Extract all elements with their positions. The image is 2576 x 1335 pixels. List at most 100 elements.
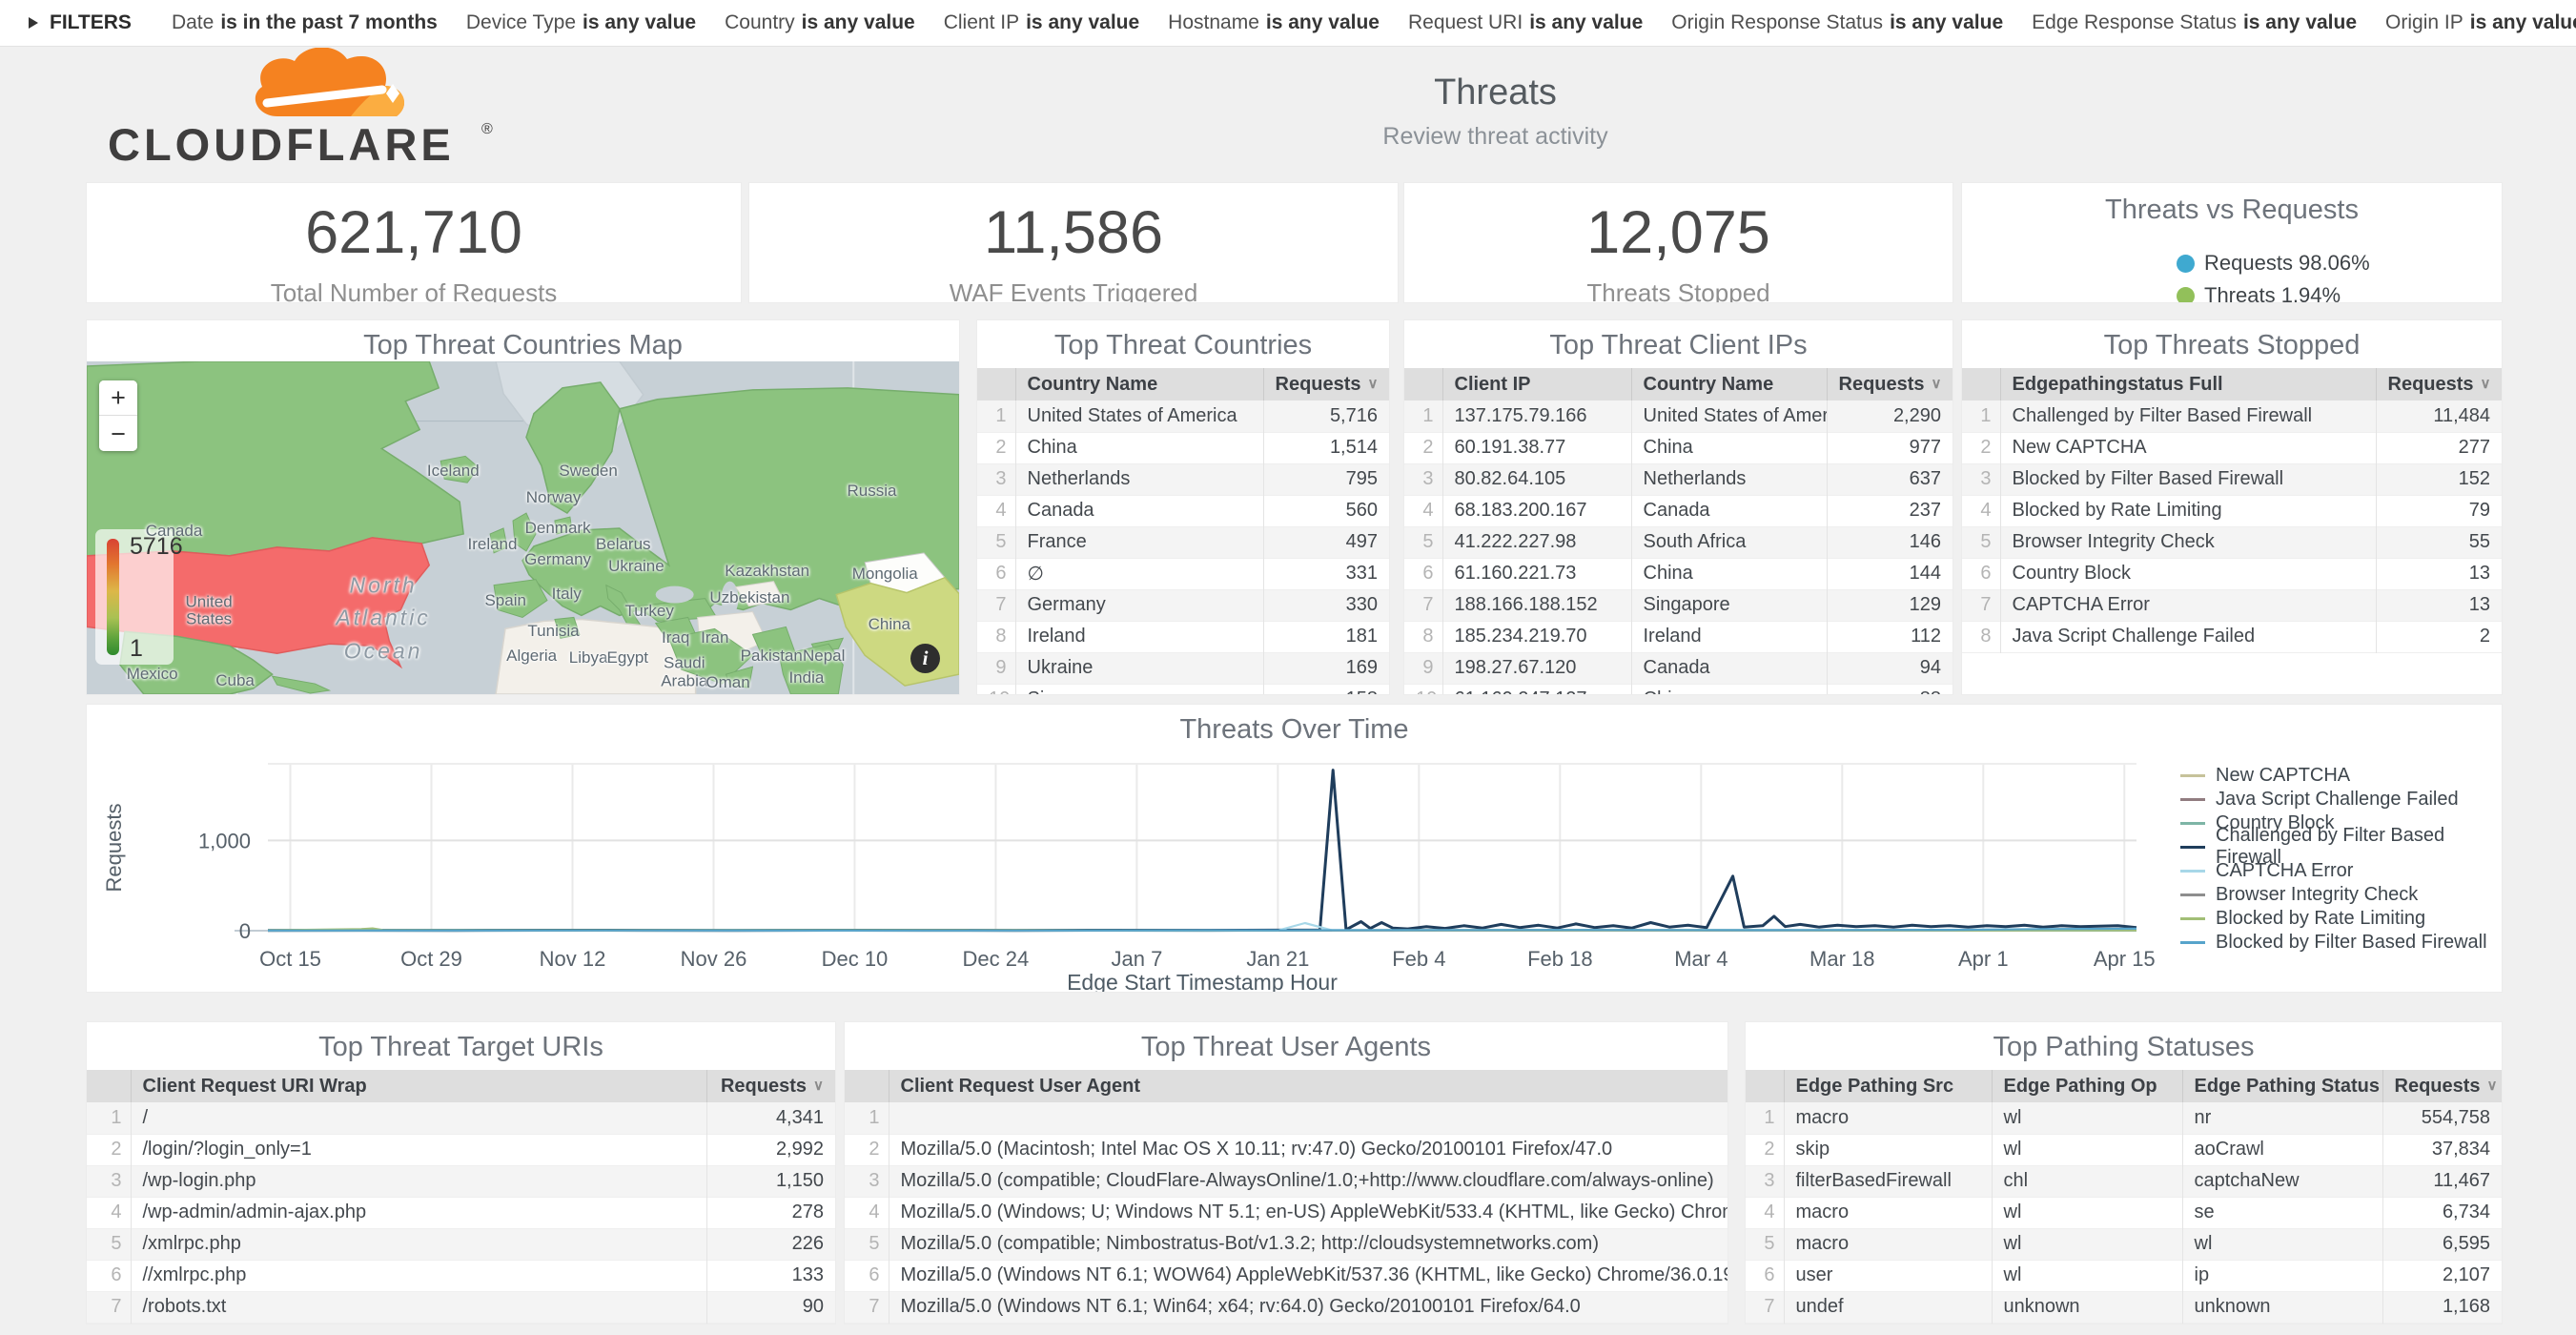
threat-map-canvas[interactable]: + − 5716 1 Canada United States Mexico Cuba… (87, 361, 959, 694)
table-row[interactable]: 5 France 497 (977, 526, 1389, 558)
filters-toggle[interactable]: FILTERS (29, 11, 132, 34)
table-row[interactable]: 8 185.234.219.70 Ireland 112 (1404, 621, 1952, 652)
table-row[interactable]: 6 user wl ip 2,107 (1746, 1260, 2502, 1291)
table-row[interactable]: 7 undef unknown unknown 1,168 (1746, 1291, 2502, 1323)
table-row[interactable]: 4 macro wl se 6,734 (1746, 1197, 2502, 1228)
table-row[interactable]: 5 Browser Integrity Check 55 (1962, 526, 2502, 558)
top-threats-stopped-card: Top Threats Stopped Edgepathingstatus Fu… (1961, 319, 2503, 695)
map-country-label: Canada (145, 521, 203, 540)
column-header[interactable]: Edge Pathing Src (1783, 1070, 1992, 1102)
table-row[interactable]: 8 Ireland 181 (977, 621, 1389, 652)
table-row[interactable]: 4 Mozilla/5.0 (Windows; U; Windows NT 5.… (845, 1197, 1728, 1228)
table-row[interactable]: 2 New CAPTCHA 277 (1962, 432, 2502, 463)
country-name-cell: Ukraine (1014, 652, 1263, 684)
column-header[interactable]: Client Request URI Wrap (130, 1070, 706, 1102)
info-icon[interactable] (910, 644, 940, 673)
table-row[interactable]: 2 China 1,514 (977, 432, 1389, 463)
column-header[interactable]: Country Name (1014, 368, 1263, 400)
map-country-label: Pakistan (740, 646, 803, 665)
table-row[interactable]: 7 Germany 330 (977, 589, 1389, 621)
table-row[interactable]: 1 137.175.79.166 United States of Americ… (1404, 400, 1952, 432)
cloudflare-cloud-icon (255, 47, 405, 116)
table-row[interactable]: 3 80.82.64.105 Netherlands 637 (1404, 463, 1952, 495)
row-number: 8 (1980, 626, 1992, 647)
table-row[interactable]: 3 Netherlands 795 (977, 463, 1389, 495)
table-row[interactable]: 6 61.160.221.73 China 144 (1404, 558, 1952, 589)
table-row[interactable]: 10 61.160.247.127 China 88 (1404, 684, 1952, 694)
table-row[interactable]: 1 (845, 1102, 1728, 1134)
filter-chip[interactable]: Country is any value (725, 11, 915, 34)
table-row[interactable]: 1 / 4,341 (87, 1102, 835, 1134)
legend-label: Challenged by Filter Based Firewall (2216, 825, 2445, 868)
table-row[interactable]: 5 /xmlrpc.php 226 (87, 1228, 835, 1260)
column-header[interactable]: Edge Pathing Status (2181, 1070, 2382, 1102)
table-row[interactable]: 7 CAPTCHA Error 13 (1962, 589, 2502, 621)
table-row[interactable]: 2 Mozilla/5.0 (Macintosh; Intel Mac OS X… (845, 1134, 1728, 1165)
legend-label: Country Block (2216, 811, 2335, 833)
country-name-cell: Singapore (1630, 589, 1827, 621)
filter-chip[interactable]: Client IP is any value (944, 11, 1139, 34)
table-row[interactable]: 5 Mozilla/5.0 (compatible; Nimbostratus-… (845, 1228, 1728, 1260)
table-row[interactable]: 3 Mozilla/5.0 (compatible; CloudFlare-Al… (845, 1165, 1728, 1197)
sort-caret-icon (807, 1076, 824, 1098)
column-header[interactable]: Client IP (1441, 368, 1631, 400)
filter-chip[interactable]: Request URI is any value (1408, 11, 1643, 34)
country-name-cell: Canada (1014, 495, 1263, 526)
column-header-requests[interactable]: Requests (705, 1070, 835, 1102)
table-row[interactable]: 4 /wp-admin/admin-ajax.php 278 (87, 1197, 835, 1228)
filter-chip[interactable]: Origin IP is any value (2385, 11, 2576, 34)
table-row[interactable]: 1 Challenged by Filter Based Firewall 11… (1962, 400, 2502, 432)
country-name-cell: Canada (1630, 652, 1827, 684)
column-header-requests[interactable]: Requests (2375, 368, 2502, 400)
pathing-status-cell: captchaNew (2181, 1165, 2382, 1197)
filter-chip[interactable]: Edge Response Status is any value (2032, 11, 2357, 34)
filter-chip[interactable]: Device Type is any value (466, 11, 696, 34)
column-header-requests[interactable]: Requests (2382, 1070, 2502, 1102)
legend-swatch (2180, 869, 2205, 873)
table-row[interactable]: 6 ∅ 331 (977, 558, 1389, 589)
table-row[interactable]: 5 41.222.227.98 South Africa 146 (1404, 526, 1952, 558)
table-row[interactable]: 9 Ukraine 169 (977, 652, 1389, 684)
column-header-requests[interactable]: Requests (1826, 368, 1952, 400)
table-row[interactable]: 4 Canada 560 (977, 495, 1389, 526)
table-row[interactable]: 1 macro wl nr 554,758 (1746, 1102, 2502, 1134)
column-header[interactable]: Client Request User Agent (888, 1070, 1728, 1102)
table-title: Top Threat Countries (1053, 330, 1313, 360)
table-row[interactable]: 3 /wp-login.php 1,150 (87, 1165, 835, 1197)
table-row[interactable]: 3 Blocked by Filter Based Firewall 152 (1962, 463, 2502, 495)
map-zoom-in-button[interactable]: + (99, 380, 137, 416)
table-row[interactable]: 6 //xmlrpc.php 133 (87, 1260, 835, 1291)
table-row[interactable]: 1 United States of America 5,716 (977, 400, 1389, 432)
table-row[interactable]: 7 188.166.188.152 Singapore 129 (1404, 589, 1952, 621)
table-row[interactable]: 7 /robots.txt 90 (87, 1291, 835, 1323)
table-row[interactable]: 4 68.183.200.167 Canada 237 (1404, 495, 1952, 526)
column-header-requests[interactable]: Requests (1262, 368, 1389, 400)
table-row[interactable]: 6 Mozilla/5.0 (Windows NT 6.1; WOW64) Ap… (845, 1260, 1728, 1291)
table-row[interactable]: 7 Mozilla/5.0 (Windows NT 6.1; Win64; x6… (845, 1291, 1728, 1323)
table-row[interactable]: 8 Java Script Challenge Failed 2 (1962, 621, 2502, 652)
filter-chip-list: Date is in the past 7 months Device Type i… (172, 11, 2576, 34)
table-row[interactable]: 6 Country Block 13 (1962, 558, 2502, 589)
table-row[interactable]: 3 filterBasedFirewall chl captchaNew 11,… (1746, 1165, 2502, 1197)
column-header[interactable]: Country Name (1630, 368, 1827, 400)
table-row[interactable]: 4 Blocked by Rate Limiting 79 (1962, 495, 2502, 526)
table-row[interactable]: 5 macro wl wl 6,595 (1746, 1228, 2502, 1260)
requests-cell: 278 (705, 1197, 835, 1228)
stat-value: 12,075 (1586, 199, 1770, 266)
filter-chip[interactable]: Hostname is any value (1168, 11, 1380, 34)
table-row[interactable]: 10 Singapore 158 (977, 684, 1389, 694)
table-row[interactable]: 9 198.27.67.120 Canada 94 (1404, 652, 1952, 684)
map-zoom-out-button[interactable]: − (99, 416, 137, 451)
table-row[interactable]: 2 skip wl aoCrawl 37,834 (1746, 1134, 2502, 1165)
threats-over-time-chart[interactable]: Oct 15 Oct 29 Nov 12 Nov 26 Dec 10 Dec 24 Jan … (87, 705, 2165, 993)
row-number: 2 (869, 1139, 880, 1160)
column-header[interactable]: Edgepathingstatus Full (1999, 368, 2376, 400)
column-header[interactable]: Edge Pathing Op (1991, 1070, 2182, 1102)
table-row[interactable]: 2 /login/?login_only=1 2,992 (87, 1134, 835, 1165)
filter-chip[interactable]: Date is in the past 7 months (172, 11, 438, 34)
filter-chip[interactable]: Origin Response Status is any value (1671, 11, 2003, 34)
filter-bar: FILTERS Date is in the past 7 months Devi… (0, 0, 2576, 47)
chart-legend-item: Blocked by Rate Limiting (2180, 908, 2502, 929)
registered-mark: ® (481, 121, 493, 137)
table-row[interactable]: 2 60.191.38.77 China 977 (1404, 432, 1952, 463)
